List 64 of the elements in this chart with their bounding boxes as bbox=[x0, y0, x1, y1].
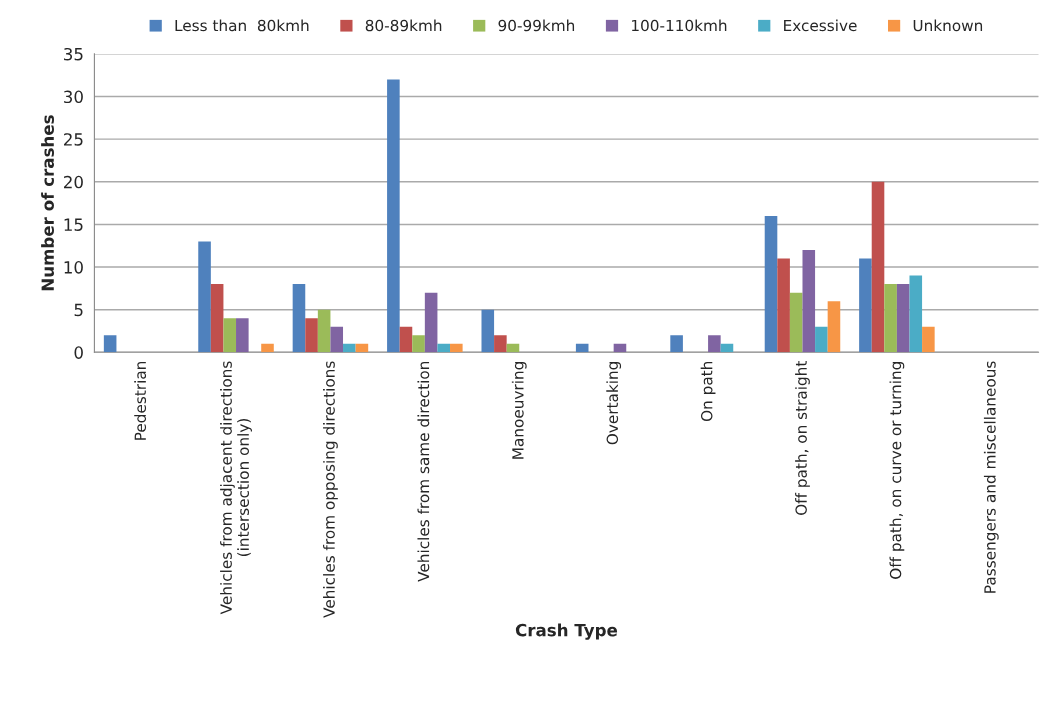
bar bbox=[236, 318, 249, 353]
x-tick-label: Manoeuvring bbox=[511, 362, 527, 459]
x-tick-label: Off path, on straight bbox=[795, 361, 810, 515]
bar bbox=[896, 284, 910, 353]
bar bbox=[305, 318, 318, 353]
bar bbox=[355, 343, 369, 353]
bar bbox=[777, 258, 790, 353]
bar bbox=[708, 335, 721, 353]
y-tick-label: 35 bbox=[64, 47, 83, 61]
bar bbox=[210, 284, 224, 353]
bar bbox=[506, 343, 520, 353]
y-tick-label: 10 bbox=[64, 261, 83, 274]
x-axis-title: Crash Type bbox=[515, 623, 618, 640]
bar bbox=[343, 343, 356, 353]
bar bbox=[292, 284, 306, 353]
bar bbox=[437, 343, 451, 353]
x-tick-label: Vehicles from same direction bbox=[417, 361, 430, 582]
legend-label: 80-89kmh bbox=[365, 19, 442, 32]
bar bbox=[884, 284, 897, 353]
legend-label: Less than 80kmh bbox=[175, 19, 309, 32]
y-tick-label: 20 bbox=[64, 175, 83, 189]
bar bbox=[424, 292, 438, 353]
bar bbox=[481, 309, 495, 353]
legend-label: 100-110kmh bbox=[632, 19, 727, 32]
bar bbox=[764, 215, 778, 353]
x-tick-label: On path bbox=[700, 361, 716, 422]
bar bbox=[720, 343, 734, 353]
bar bbox=[670, 335, 683, 353]
x-tick-label: Vehicles from opposing directions bbox=[323, 361, 338, 618]
bar bbox=[859, 258, 872, 353]
bar bbox=[399, 326, 413, 353]
y-axis-title: Number of crashes bbox=[41, 115, 54, 291]
bar bbox=[412, 335, 425, 353]
bar bbox=[261, 343, 274, 353]
bar bbox=[103, 335, 117, 353]
bar bbox=[871, 181, 885, 353]
bar bbox=[317, 309, 331, 353]
bar bbox=[330, 326, 344, 353]
bar bbox=[198, 241, 211, 353]
y-tick-label: 25 bbox=[64, 133, 83, 146]
x-tick-label: Vehicles from adjacent directions (intersection only) bbox=[220, 361, 252, 615]
y-tick-label: 15 bbox=[64, 218, 83, 231]
bar bbox=[494, 335, 507, 353]
x-tick-label: Off path, on curve or turning bbox=[889, 362, 905, 579]
y-tick-label: 0 bbox=[74, 346, 83, 359]
x-tick-label: Pedestrian bbox=[134, 361, 147, 440]
legend-label: Excessive bbox=[784, 19, 857, 32]
bar bbox=[613, 343, 627, 353]
legend-label: 90-99kmh bbox=[498, 19, 575, 32]
bar bbox=[387, 79, 400, 353]
bar bbox=[827, 301, 841, 353]
bar bbox=[575, 343, 589, 353]
bar bbox=[922, 326, 935, 353]
y-tick-label: 30 bbox=[64, 90, 83, 104]
bar bbox=[789, 292, 803, 353]
bar bbox=[223, 318, 237, 353]
bar bbox=[802, 250, 816, 353]
x-tick-label: Passengers and miscellaneous bbox=[983, 361, 999, 593]
bar bbox=[815, 326, 828, 353]
bar bbox=[909, 275, 923, 353]
bar bbox=[450, 343, 463, 353]
x-tick-label: Overtaking bbox=[606, 362, 622, 445]
legend-label: Unknown bbox=[913, 19, 983, 32]
y-tick-label: 5 bbox=[74, 303, 83, 317]
